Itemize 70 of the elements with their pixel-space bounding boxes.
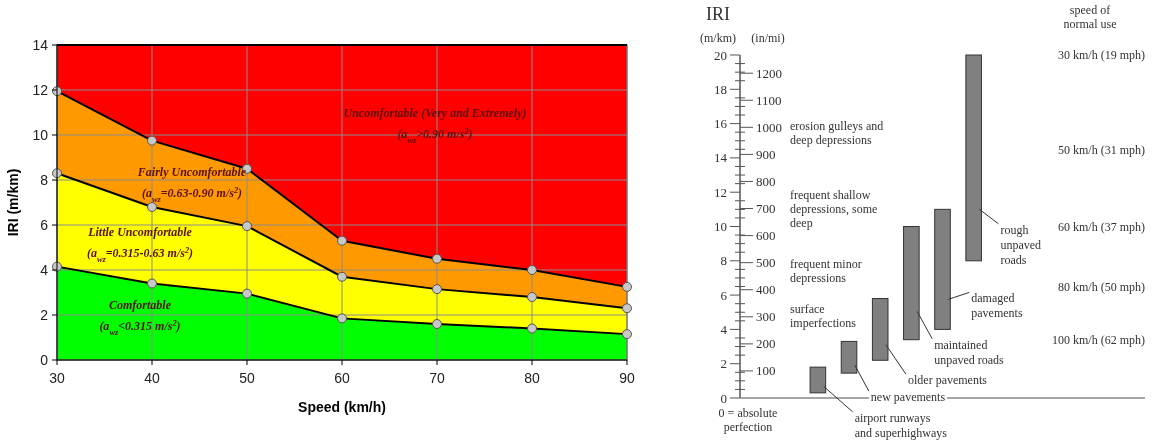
y-tick-label: 4: [720, 321, 728, 337]
y2-tick-label: 900: [756, 146, 776, 162]
y-tick-label: 12: [714, 184, 727, 200]
annotation: erosion gulleys and deep depressions: [790, 119, 884, 147]
y-tick-label: 10: [32, 126, 49, 143]
text: airport runways and superhighways: [854, 410, 948, 440]
y2-tick-label: 700: [756, 201, 776, 217]
annotation: surface imperfections: [790, 302, 857, 330]
bar: [871, 298, 889, 361]
x-tick-label: 70: [429, 370, 445, 386]
y2-tick-label: 800: [756, 174, 776, 190]
y-tick-label: 8: [720, 253, 727, 269]
annotation: 50 km/h (31 mph): [1058, 143, 1145, 157]
y2-tick-label: 1100: [756, 92, 782, 108]
bar: [965, 54, 982, 262]
y-tick-label: 0: [720, 390, 727, 406]
x-tick-label: 40: [144, 370, 160, 386]
chart-title: IRI: [706, 4, 730, 24]
y2-tick-label: 300: [756, 309, 776, 325]
annotation: frequent minor depressions: [790, 257, 862, 285]
y-tick-label: 12: [32, 81, 49, 98]
annotation: rough unpaved roads: [1000, 222, 1042, 267]
annotation: damaged pavements: [971, 291, 1023, 321]
y-axis-title: IRI (m/km): [5, 168, 21, 237]
y-tick-label: 2: [40, 306, 49, 323]
y-tick-label: 8: [40, 171, 49, 188]
y2-tick-label: 100: [756, 363, 776, 379]
annotation: Uncomfortable (Very and Extremely) (a$_{wz}$>0.90 m/s$^{2}$): [343, 106, 527, 145]
y-tick-label: 18: [714, 81, 727, 97]
annotation: 100 km/h (62 mph): [1052, 333, 1145, 347]
y2-tick-label: 1000: [756, 119, 782, 135]
annotation: 60 km/h (37 mph): [1058, 220, 1145, 234]
x-tick-label: 50: [239, 370, 255, 386]
bar: [809, 366, 827, 394]
annotation: 80 km/h (50 mph): [1058, 280, 1145, 294]
annotation: Comfortable (a$_{wz}$<0.315 m/s$^{2}$): [99, 298, 181, 337]
annotation: new pavements: [870, 390, 946, 405]
annotation: maintained unpaved roads: [934, 337, 1005, 367]
y2-axis-title: (in/mi): [751, 31, 785, 45]
y-tick-label: 6: [720, 287, 728, 303]
text: speed of normal use: [1063, 3, 1117, 31]
y-axis-title: (m/km): [700, 31, 736, 45]
y-tick-label: 2: [720, 356, 727, 372]
y-tick-label: 10: [714, 219, 727, 235]
annotation: older pavements: [907, 373, 988, 388]
y-tick-label: 6: [40, 216, 49, 233]
y2-tick-label: 500: [756, 255, 776, 271]
y2-tick-label: 400: [756, 282, 776, 298]
y-tick-label: 20: [714, 47, 727, 63]
y2-tick-label: 200: [756, 336, 776, 352]
y-tick-label: 14: [32, 36, 49, 53]
y-tick-label: 16: [714, 116, 728, 132]
y-tick-label: 14: [714, 150, 728, 166]
annotation: frequent shallow depressions, some deep: [790, 188, 878, 230]
y2-tick-label: 600: [756, 228, 776, 244]
annotation: Little Uncomfortable (a$_{wz}$=0.315-0.63 m/s$^{2}$): [86, 225, 194, 264]
y2-tick-label: 1200: [756, 65, 782, 81]
annotation: 30 km/h (19 mph): [1058, 48, 1145, 62]
bar: [840, 340, 858, 374]
x-tick-label: 60: [334, 370, 350, 386]
x-tick-label: 30: [49, 370, 65, 386]
text: 0 = absolute perfection: [718, 406, 778, 434]
x-tick-label: 80: [524, 370, 540, 386]
bar: [903, 226, 920, 341]
annotation: Fairly Uncomfortable (a$_{wz}$=0.63-0.90 m/s$^{2}$): [136, 165, 247, 204]
bar: [934, 208, 951, 330]
x-tick-label: 90: [619, 370, 635, 386]
y-tick-label: 0: [40, 351, 49, 368]
y-tick-label: 4: [40, 261, 49, 278]
x-axis-title: Speed (km/h): [298, 399, 386, 415]
